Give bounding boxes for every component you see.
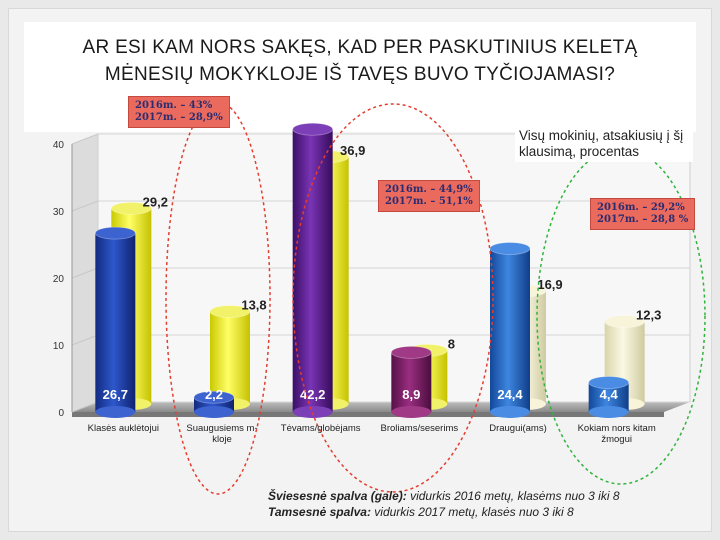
bar-2017-5-top: [588, 376, 630, 389]
data-label-2017: 42,2: [300, 387, 325, 402]
bar-2017-1-top: [193, 390, 235, 404]
gridline-side: [71, 334, 99, 346]
note-friends-line1: 2016m. – 29,2%: [597, 202, 685, 213]
bar-2017-2-top: [292, 122, 334, 136]
bar-2017-4-body: [490, 248, 530, 412]
data-label-2017: 2,2: [205, 387, 223, 402]
bar-2017-1-base: [194, 406, 234, 418]
gridline-side: [71, 267, 99, 279]
x-category-label: Klasės auklėtojui: [88, 423, 159, 434]
x-category-label: Broliams/seserims: [381, 423, 459, 434]
data-label-2017: 24,4: [497, 387, 523, 402]
x-category-label: Draugui(ams): [489, 423, 547, 434]
footnote-line2: Tamsesnė spalva: vidurkis 2017 metų, kla…: [268, 505, 574, 519]
floor-edge: [72, 412, 664, 417]
note-friends: 2016m. – 29,2% 2017m. – 28,8 %: [590, 198, 696, 230]
slide-title: AR ESI KAM NORS SAKĘS, KAD PER PASKUTINI…: [82, 37, 638, 85]
highlight-ellipse-friends: [536, 147, 706, 485]
legend-note: Visų mokinių, atsakiusių į šį klausimą, …: [515, 126, 693, 162]
bar-2017-2-body: [292, 129, 333, 412]
data-label-2016: 8: [448, 336, 455, 351]
x-axis: Klasės auklėtojui Suaugusiems m-kloje Tėva…: [88, 423, 656, 445]
bar-2017-3-body: [391, 352, 432, 412]
note-teachers-line2: 2017m. – 28,9%: [135, 112, 223, 123]
x-category-label: Tėvams/globėjams: [281, 423, 361, 434]
footnote-line1-rest: vidurkis 2016 metų, klasėms nuo 3 iki 8: [406, 489, 620, 503]
plot-background: [72, 133, 691, 417]
data-label-2016: 13,8: [241, 298, 266, 313]
bar-2017-4-top: [489, 242, 531, 255]
footnote-line1-bold: Šviesesnė spalva (gale):: [268, 489, 407, 503]
highlight-circles: [165, 101, 706, 495]
y-tick-label: 30: [53, 207, 65, 218]
gridline-side: [71, 200, 99, 212]
note-teachers-line1: 2016m. – 43%: [135, 100, 213, 111]
data-label-2016: 29,2: [143, 194, 168, 209]
note-teachers: 2016m. – 43% 2017m. – 28,9%: [128, 96, 230, 128]
footnote-line2-rest: vidurkis 2017 metų, klasės nuo 3 iki 8: [370, 505, 574, 519]
bar-2017-3-base: [391, 406, 432, 418]
y-tick-label: 0: [58, 408, 64, 419]
bar-2017-2-base: [292, 406, 333, 418]
footnote-line2-bold: Tamsesnė spalva:: [268, 505, 371, 519]
bar-2017-2: [292, 122, 334, 418]
x-category-label: Suaugusiems m-: [186, 423, 257, 434]
bar-2016-0-top: [110, 201, 152, 215]
bar-2017-4-base: [490, 406, 530, 418]
x-category-label: Kokiam nors kitam: [578, 423, 656, 434]
bar-2017-0-base: [95, 406, 136, 418]
y-tick-label: 20: [53, 274, 65, 285]
highlight-ellipse-parents: [292, 103, 494, 493]
bar-2016-5-top: [604, 315, 646, 328]
bar-2017-5: [588, 376, 630, 418]
bar-2016-1-top: [209, 305, 251, 318]
y-tick-label: 40: [53, 140, 65, 151]
data-label-2017: 8,9: [402, 387, 420, 402]
note-friends-line2: 2017m. – 28,8 %: [597, 214, 689, 225]
bar-2017-1: [193, 390, 235, 418]
note-parents: 2016m. – 44,9% 2017m. – 51,1%: [378, 180, 480, 212]
x-category-label: žmogui: [601, 434, 632, 445]
footnote-line1: Šviesesnė spalva (gale): vidurkis 2016 m…: [268, 489, 620, 503]
bar-2017-4: [489, 242, 531, 418]
bar-2017-3-top: [390, 345, 432, 359]
bars: 29,2 26,7 13,8 2,2 36,9 42,2 8 8,9 16,9 24,4 12,3 4…: [94, 122, 661, 418]
x-category-label: kloje: [212, 434, 232, 445]
y-axis: 0 10 20 30 40: [53, 140, 73, 419]
data-label-2016: 36,9: [340, 143, 365, 158]
note-parents-line1: 2016m. – 44,9%: [385, 184, 473, 195]
y-tick-label: 10: [53, 341, 65, 352]
bar-2017-3: [390, 345, 432, 418]
gridline-side: [71, 133, 99, 145]
bar-2017-0-top: [94, 226, 136, 240]
bar-2017-5-base: [588, 406, 629, 418]
data-label-2016: 16,9: [537, 277, 562, 292]
bar-2017-0-body: [95, 233, 136, 412]
data-label-2017: 4,4: [600, 387, 619, 402]
gridline-side: [71, 401, 99, 413]
highlight-ellipse-teachers: [165, 101, 271, 495]
data-label-2016: 12,3: [636, 308, 661, 323]
note-parents-line2: 2017m. – 51,1%: [385, 196, 473, 207]
data-label-2017: 26,7: [103, 387, 128, 402]
bar-2016-1-body: [210, 311, 250, 404]
bar-2017-0: [94, 226, 136, 418]
